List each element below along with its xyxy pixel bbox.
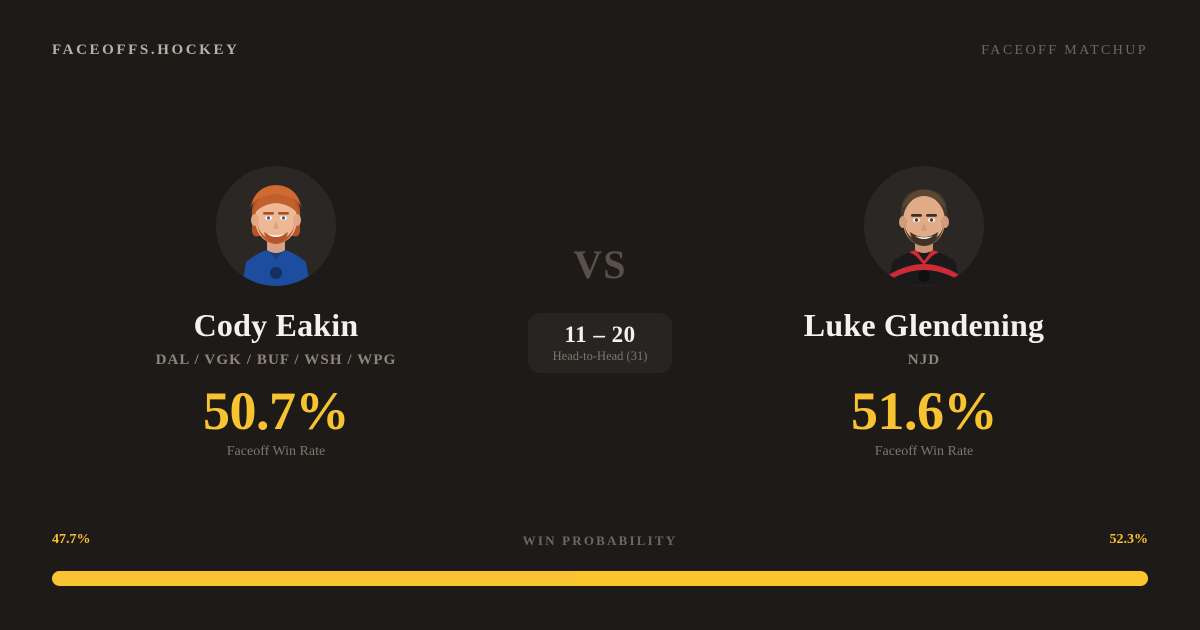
win-probability-segment-right — [574, 571, 1148, 586]
player-name-left: Cody Eakin — [193, 307, 359, 343]
win-probability-right-value: 52.3% — [1109, 532, 1149, 547]
win-probability-labels: 47.7% WIN PROBABILITY 52.3% — [52, 532, 1148, 552]
win-probability-bar[interactable] — [52, 571, 1148, 586]
win-probability-section: 47.7% WIN PROBABILITY 52.3% — [52, 532, 1148, 586]
matchup-center: VS 11 – 20 Head-to-Head (31) — [480, 150, 720, 373]
page-kicker: FACEOFF MATCHUP — [981, 43, 1148, 58]
player-winrate-left: 50.7% — [203, 381, 350, 442]
player-winrate-label-left: Faceoff Win Rate — [226, 443, 326, 459]
vs-label: VS — [573, 242, 627, 287]
head-to-head-score: 11 – 20 — [564, 322, 636, 347]
player-name-right: Luke Glendening — [803, 307, 1045, 343]
player-winrate-right: 51.6% — [851, 381, 998, 442]
avatar-illustration-right — [864, 166, 984, 286]
player-teams-right: NJD — [907, 352, 941, 369]
player-headshot-luke-glendening — [864, 166, 984, 286]
site-brand[interactable]: FACEOFFS.HOCKEY — [52, 42, 240, 58]
avatar-illustration-left — [216, 166, 336, 286]
head-to-head-box[interactable]: 11 – 20 Head-to-Head (31) — [528, 313, 672, 373]
win-probability-left-value: 47.7% — [52, 532, 91, 547]
player-headshot-cody-eakin — [216, 166, 336, 286]
player-card-right[interactable]: Luke Glendening NJD 51.6% Faceoff Win Ra… — [704, 150, 1144, 460]
win-probability-title: WIN PROBABILITY — [522, 533, 678, 548]
head-to-head-label: Head-to-Head (31) — [552, 349, 648, 364]
player-card-left[interactable]: Cody Eakin DAL / VGK / BUF / WSH / WPG 5… — [56, 150, 496, 460]
win-probability-segment-left — [52, 571, 575, 586]
player-teams-left: DAL / VGK / BUF / WSH / WPG — [155, 352, 397, 369]
player-winrate-label-right: Faceoff Win Rate — [874, 443, 974, 459]
matchup-row: Cody Eakin DAL / VGK / BUF / WSH / WPG 5… — [0, 150, 1200, 470]
